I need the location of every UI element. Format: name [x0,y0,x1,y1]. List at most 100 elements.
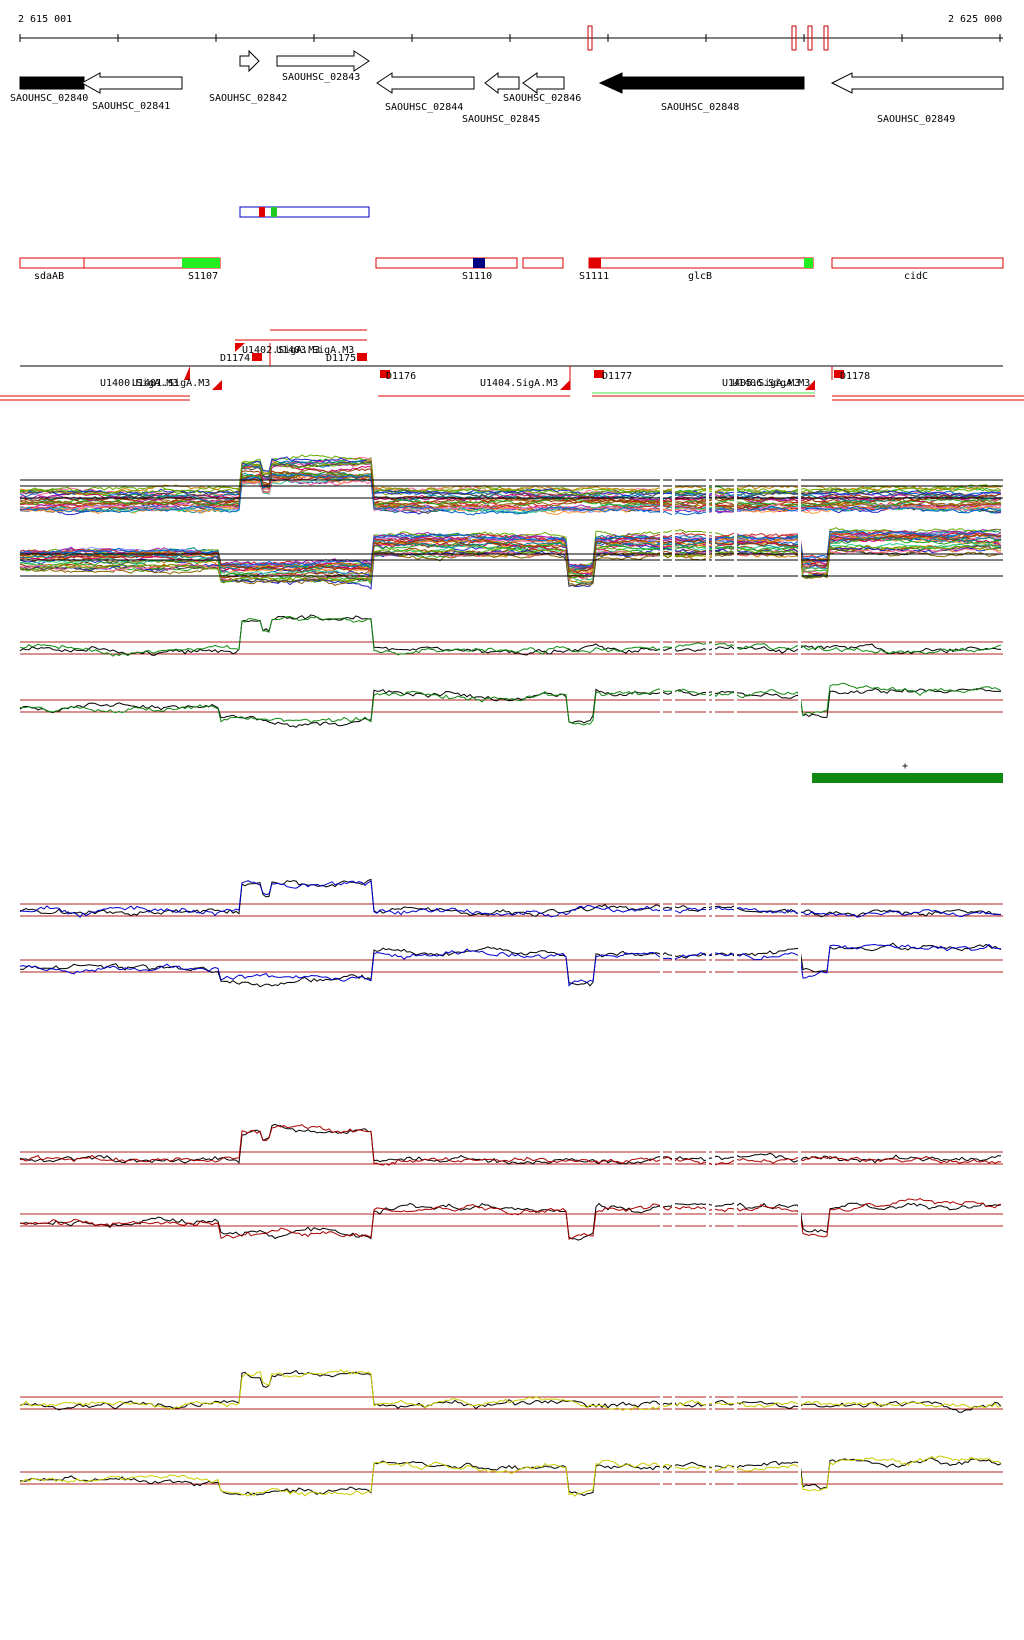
promoter-flag[interactable] [212,380,222,390]
sample-line [19,1368,1002,1411]
sample-line [19,1124,1002,1166]
feature-mark [271,207,277,217]
gap-column [706,470,709,1560]
sample-line [19,471,1002,508]
gene-arrow[interactable] [239,49,260,73]
gene-arrow[interactable] [376,72,475,94]
sample-line [19,1455,1002,1497]
coordinate-ruler: 2 615 001 2 625 000 [18,14,1003,51]
gene-label: SAOUHSC_02840 [10,93,88,104]
control-line [19,878,1002,918]
sample-line [19,549,1002,586]
sample-line [19,529,1002,568]
sample-line [19,880,1002,918]
sample-line [19,468,1002,505]
gene-label: SAOUHSC_02843 [282,72,360,83]
annotation-label: S1110 [462,271,492,282]
segment-marker[interactable] [594,370,604,378]
blue-panel [19,878,1003,988]
segment-marker[interactable] [252,353,262,361]
segment-marker[interactable] [834,370,844,378]
annotation-label: cidC [904,271,928,282]
gene-arrow[interactable] [522,72,565,94]
promoter-label: U1404.SigA.M3 [480,378,558,389]
ruler-ticks [19,25,1001,51]
gene-arrow[interactable] [484,71,520,95]
red-panel [19,1123,1003,1241]
multi-sample-panel [19,454,1003,516]
gene-arrow[interactable] [80,72,183,94]
gene-label: SAOUHSC_02842 [209,93,287,104]
segment-label: D1176 [386,371,416,382]
sample-line [19,537,1002,581]
gene-label: SAOUHSC_02845 [462,114,540,125]
multi-sample-panel [19,527,1003,590]
segment-track: D1174 D1175 D1176 D1177 D1178 U1400.SigA… [0,329,1024,401]
promoter-label: U1406.SigA.M3 [732,378,810,389]
annotation-highlight [473,258,485,268]
marker-symbol: + [902,761,908,772]
feature-mark [259,207,265,217]
control-line [19,1202,1002,1241]
gene-label: SAOUHSC_02846 [503,93,581,104]
promoter-label: U1402.SigA.M3 [242,345,320,356]
promoter-label: U1403.SigA.M3 [276,345,354,356]
segment-label: D1178 [840,371,870,382]
annotation-label: sdaAB [34,271,64,282]
promoter-flag[interactable] [805,380,815,390]
gap-column [712,470,715,1560]
segment-marker[interactable] [380,370,390,378]
annotation-label: S1107 [188,271,218,282]
yellow-panel [19,1368,1003,1497]
control-line [19,1369,1002,1413]
sample-line [19,545,1002,584]
promoter-label: U1401.SigA.M3 [132,378,210,389]
sample-line [19,943,1002,987]
sample-line [19,472,1002,516]
annotation-box[interactable] [588,257,814,269]
sample-line [19,1198,1002,1240]
annotation-highlight [589,258,601,268]
promoter-flag[interactable] [235,343,245,352]
ruler-feature-mark [823,25,829,51]
segment-label: D1175 [326,353,356,364]
ruler-feature-mark [587,25,593,51]
gene-track: SAOUHSC_02840 SAOUHSC_02841 SAOUHSC_0284… [10,49,1004,125]
promoter-label: U1400.SigA.M3 [100,378,178,389]
segment-marker[interactable] [357,353,367,361]
sample-line [20,682,1002,726]
annotation-box[interactable] [831,257,1004,269]
gene-label: SAOUHSC_02844 [385,102,463,113]
sample-line [19,616,1002,657]
gene-label: SAOUHSC_02848 [661,102,739,113]
gap-column [660,470,663,1560]
sample-line [19,473,1002,510]
gene-arrow[interactable] [276,50,370,72]
annotation-label: S1111 [579,271,609,282]
blue-feature[interactable] [239,206,370,218]
ruler-feature-mark [807,25,813,51]
sample-line [19,544,1002,587]
green-panel [19,614,1003,728]
marker-bar[interactable] [812,773,1003,783]
segment-label: D1177 [602,371,632,382]
segment-label: D1174 [220,353,250,364]
annotation-track: sdaAB S1107 S1110 S1111 glcB cidC [19,257,1004,282]
annotation-highlight [804,258,813,268]
gene-arrow[interactable] [19,76,85,90]
annotation-box[interactable] [375,257,518,269]
expression-tracks [19,454,1003,1497]
promoter-flag[interactable] [560,380,570,390]
gene-label: SAOUHSC_02849 [877,114,955,125]
promoter-flag[interactable] [184,366,190,380]
gene-label: SAOUHSC_02841 [92,101,170,112]
sample-line [19,461,1002,500]
sample-line [19,461,1002,496]
sample-line [19,547,1002,581]
gene-arrow[interactable] [830,72,1004,94]
annotation-box[interactable] [522,257,564,269]
gene-arrow[interactable] [598,72,805,94]
gap-column [734,470,737,1560]
control-line [19,614,1002,656]
